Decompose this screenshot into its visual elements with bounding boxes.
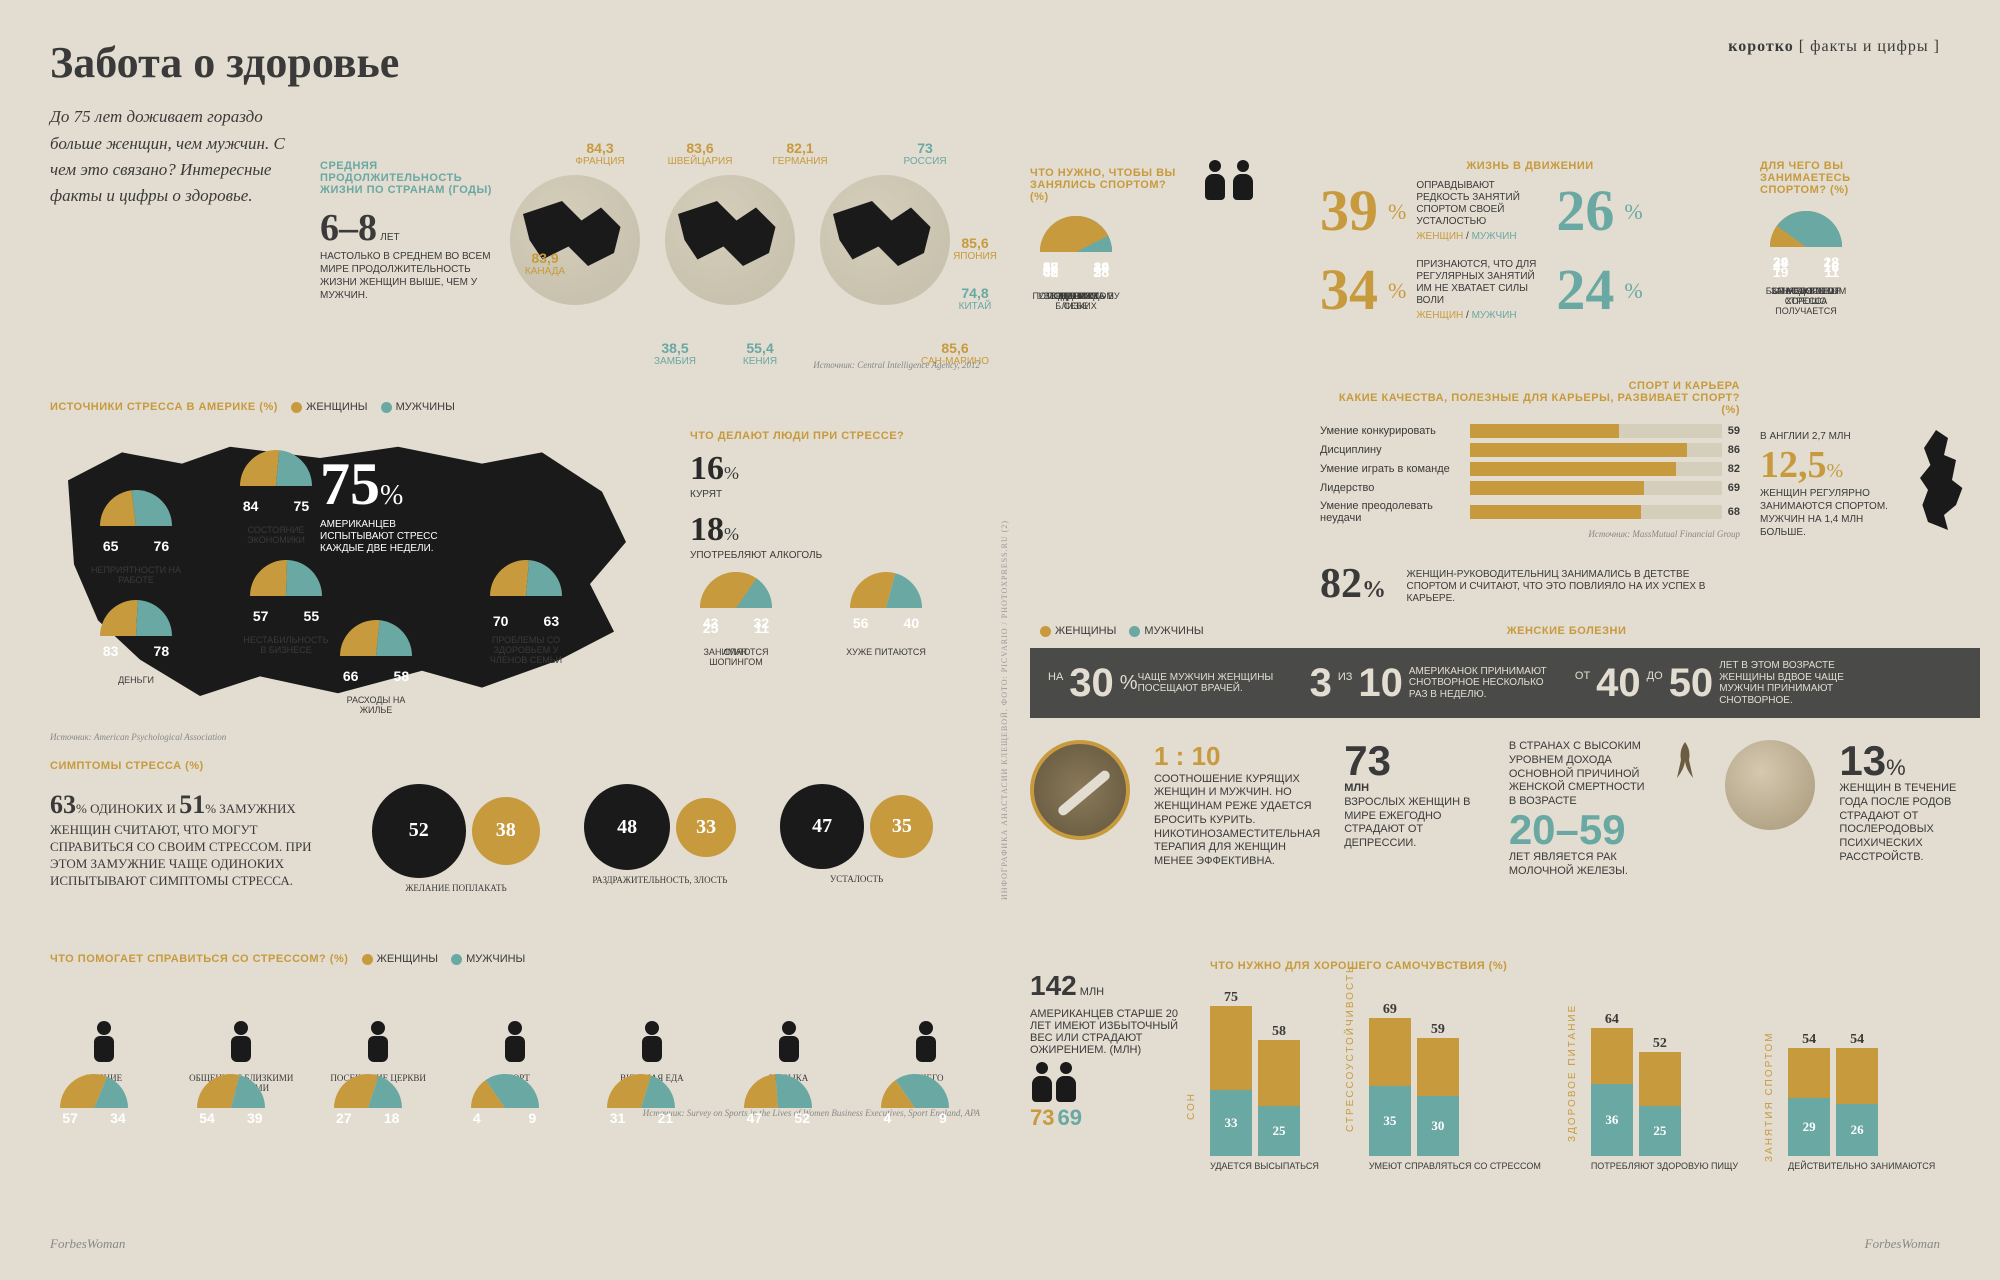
half-pie: 49: [871, 1074, 959, 1146]
credit: ИНФОГРАФИКА АНАСТАСИИ КЛЕЩЕВОЙ. ФОТО: PI…: [1000, 400, 1009, 900]
person-icon-3: [1030, 1062, 1054, 1102]
legend-men: МУЖЧИНЫ: [396, 401, 455, 413]
intro: До 75 лет доживает гораздо больше женщин…: [50, 104, 310, 209]
no-smoking-icon: [1030, 740, 1130, 840]
diseases-label: ЖЕНСКИЕ БОЛЕЗНИ: [1507, 625, 1627, 637]
d2-13: 13: [1839, 737, 1886, 784]
d2-2059pre: В СТРАНАХ С ВЫСОКИМ УРОВНЕМ ДОХОДА ОСНОВ…: [1509, 740, 1650, 809]
half-pie: 5734: [50, 1074, 138, 1146]
fg-left-txt: АМЕРИКАНЦЕВ СТАРШЕ 20 ЛЕТ ИМЕЮТ ИЗБЫТОЧН…: [1030, 1008, 1180, 1056]
half-pie: 234 ПОМОЩЬ ПО ДОМУ: [1030, 216, 1122, 302]
half-pie: 8475 СОСТОЯНИЕ ЭКОНОМИКИ: [230, 450, 322, 546]
symptoms-text: 63% ОДИНОКИХ И 51% ЗАМУЖНИХ ЖЕНЩИН СЧИТА…: [50, 788, 330, 889]
header-rest: [ факты и цифры ]: [1799, 38, 1940, 55]
legend-women-3: ЖЕНЩИНЫ: [1055, 625, 1116, 637]
globes: 83,9КАНАДА84,3ФРАНЦИЯ83,6ШВЕЙЦАРИЯ82,1ГЕ…: [510, 140, 980, 360]
half-pie: 5640 ХУЖЕ ПИТАЮТСЯ: [840, 572, 932, 658]
life-desc: НАСТОЛЬКО В СРЕДНЕМ ВО ВСЕМ МИРЕ ПРОДОЛЖ…: [320, 250, 500, 302]
cope-label: ЧТО ПОМОГАЕТ СПРАВИТЬСЯ СО СТРЕССОМ? (%): [50, 953, 348, 965]
diseases-band: НА30%ЧАЩЕ МУЖЧИН ЖЕНЩИНЫ ПОСЕЩАЮТ ВРАЧЕЙ…: [1030, 648, 1980, 718]
sym-63: 63: [50, 790, 76, 819]
half-pie: 2511 ЗАНИМАЮТСЯ ШОПИНГОМ: [690, 572, 782, 668]
ratio-txt: СООТНОШЕНИЕ КУРЯЩИХ ЖЕНЩИН И МУЖЧИН. НО …: [1154, 773, 1320, 869]
life-source: Источник: Central Intelligence Agency, 2…: [813, 360, 980, 370]
stat82-n: 82: [1320, 561, 1362, 607]
fg-73: 73: [1030, 1105, 1054, 1130]
fg-mln: МЛН: [1080, 986, 1104, 998]
header: коротко [ факты и цифры ]: [1728, 38, 1940, 56]
sport-for-label: ДЛЯ ЧЕГО ВЫ ЗАНИМАЕТЕСЬ СПОРТОМ? (%): [1760, 160, 1910, 196]
motion-label: ЖИЗНЬ В ДВИЖЕНИИ: [1320, 160, 1740, 172]
feel-label: ЧТО НУЖНО ДЛЯ ХОРОШЕГО САМОЧУВСТВИЯ (%): [1210, 960, 1980, 972]
person-icon-4: [1054, 1062, 1078, 1102]
legend-women: ЖЕНЩИНЫ: [306, 401, 367, 413]
person-icon-2: [1231, 160, 1255, 200]
d2-73t: ВЗРОСЛЫХ ЖЕНЩИН В МИРЕ ЕЖЕГОДНО СТРАДАЮТ…: [1344, 796, 1485, 851]
life-unit: ЛЕТ: [380, 232, 399, 243]
legend-women-2: ЖЕНЩИНЫ: [377, 953, 438, 965]
mother-photo: [1725, 740, 1815, 830]
legend-men-3: МУЖЧИНЫ: [1144, 625, 1203, 637]
stress-do: ЧТО ДЕЛАЮТ ЛЮДИ ПРИ СТРЕССЕ? 16%КУРЯТ18%…: [690, 430, 980, 572]
stat-82: 82% ЖЕНЩИН-РУКОВОДИТЕЛЬНИЦ ЗАНИМАЛИСЬ В …: [1320, 560, 1707, 608]
d2-2059t: ЛЕТ ЯВЛЯЕТСЯ РАК МОЛОЧНОЙ ЖЕЛЕЗЫ.: [1509, 851, 1650, 879]
legend-3: ЖЕНЩИНЫ МУЖЧИНЫ: [1030, 625, 1207, 637]
d2-13t: ЖЕНЩИН В ТЕЧЕНИЕ ГОДА ПОСЛЕ РОДОВ СТРАДА…: [1839, 782, 1980, 865]
usa-75-d: АМЕРИКАНЦЕВ ИСПЫТЫВАЮТ СТРЕСС КАЖДЫЕ ДВЕ…: [320, 519, 470, 555]
stress-source: Источник: American Psychological Associa…: [50, 732, 226, 742]
footer-l: ForbesWoman: [50, 1236, 125, 1252]
half-pie: 5755 НЕСТАБИЛЬНОСТЬ В БИЗНЕСЕ: [240, 560, 332, 656]
ribbon-icon: [1673, 740, 1697, 780]
half-pie: 7063 ПРОБЛЕМЫ СО ЗДОРОВЬЕМ У ЧЛЕНОВ СЕМЬ…: [480, 560, 572, 666]
legend-2: ЖЕНЩИНЫ МУЖЧИНЫ: [352, 953, 526, 965]
usa-75: 75% АМЕРИКАНЦЕВ ИСПЫТЫВАЮТ СТРЕСС КАЖДЫЕ…: [320, 450, 470, 555]
d2-73: 73: [1344, 740, 1485, 782]
header-bold: коротко: [1728, 38, 1794, 55]
person-icon: [1203, 160, 1227, 200]
stress-us-label: ИСТОЧНИКИ СТРЕССА В АМЕРИКЕ (%): [50, 401, 278, 413]
half-pie: 2718: [324, 1074, 412, 1146]
sym-51: 51: [179, 790, 205, 819]
feel-good: 142 МЛН АМЕРИКАНЦЕВ СТАРШЕ 20 ЛЕТ ИМЕЮТ …: [1030, 960, 1980, 1172]
uk-big: 12,5: [1760, 444, 1827, 486]
half-pie: 4752: [734, 1074, 822, 1146]
fg-142: 142: [1030, 970, 1077, 1001]
usa-75-p: %: [380, 480, 403, 511]
uk: В АНГЛИИ 2,7 МЛН 12,5% ЖЕНЩИН РЕГУЛЯРНО …: [1760, 430, 1980, 539]
half-pie: 6576 НЕПРИЯТНОСТИ НА РАБОТЕ: [90, 490, 182, 586]
diseases-row2: 1 : 10 СООТНОШЕНИЕ КУРЯЩИХ ЖЕНЩИН И МУЖЧ…: [1030, 740, 1980, 878]
fg-69: 69: [1058, 1105, 1082, 1130]
half-pie: 3121: [597, 1074, 685, 1146]
half-pie: 8378 ДЕНЬГИ: [90, 600, 182, 686]
life-label: СРЕДНЯЯ ПРОДОЛЖИТЕЛЬНОСТЬ ЖИЗНИ ПО СТРАН…: [320, 160, 500, 196]
uk-pct: %: [1827, 460, 1844, 482]
stat82-d: ЖЕНЩИН-РУКОВОДИТЕЛЬНИЦ ЗАНИМАЛИСЬ В ДЕТС…: [1407, 569, 1707, 605]
career-sub: КАКИЕ КАЧЕСТВА, ПОЛЕЗНЫЕ ДЛЯ КАРЬЕРЫ, РА…: [1339, 392, 1740, 416]
half-pie: 5439: [187, 1074, 275, 1146]
career-source: Источник: MassMutual Financial Group: [1320, 529, 1740, 539]
half-pie: 6658 РАСХОДЫ НА ЖИЛЬЕ: [330, 620, 422, 716]
legend: ЖЕНЩИНЫ МУЖЧИНЫ: [281, 401, 455, 413]
uk-txt: ЖЕНЩИН РЕГУЛЯРНО ЗАНИМАЮТСЯ СПОРТОМ. МУЖ…: [1760, 487, 1890, 539]
half-pie: 49: [461, 1074, 549, 1146]
title: Забота о здоровье: [50, 40, 950, 86]
d2-73u: МЛН: [1344, 782, 1485, 796]
sport-why-label: ЧТО НУЖНО, ЧТОБЫ ВЫ ЗАНЯЛИСЬ СПОРТОМ? (%…: [1030, 167, 1180, 203]
symptoms-label: СИМПТОМЫ СТРЕССА (%): [50, 760, 980, 772]
legend-men-2: МУЖЧИНЫ: [466, 953, 525, 965]
usa-75-n: 75: [320, 451, 380, 517]
d2-2059: 20–59: [1509, 809, 1650, 851]
stress-do-label: ЧТО ДЕЛАЮТ ЛЮДИ ПРИ СТРЕССЕ?: [690, 430, 980, 442]
half-pie: 416 СПАСАЮСЬ ОТ СТРЕССА: [1760, 211, 1852, 307]
career-label: СПОРТ И КАРЬЕРАКАКИЕ КАЧЕСТВА, ПОЛЕЗНЫЕ …: [1320, 380, 1740, 416]
usa-block: 75% АМЕРИКАНЦЕВ ИСПЫТЫВАЮТ СТРЕСС КАЖДЫЕ…: [50, 430, 670, 720]
sym-t1: % ОДИНОКИХ И: [76, 801, 179, 816]
footer-r: ForbesWoman: [1865, 1236, 1940, 1252]
life-big: 6–8: [320, 207, 377, 249]
ratio: 1 : 10: [1154, 741, 1221, 771]
